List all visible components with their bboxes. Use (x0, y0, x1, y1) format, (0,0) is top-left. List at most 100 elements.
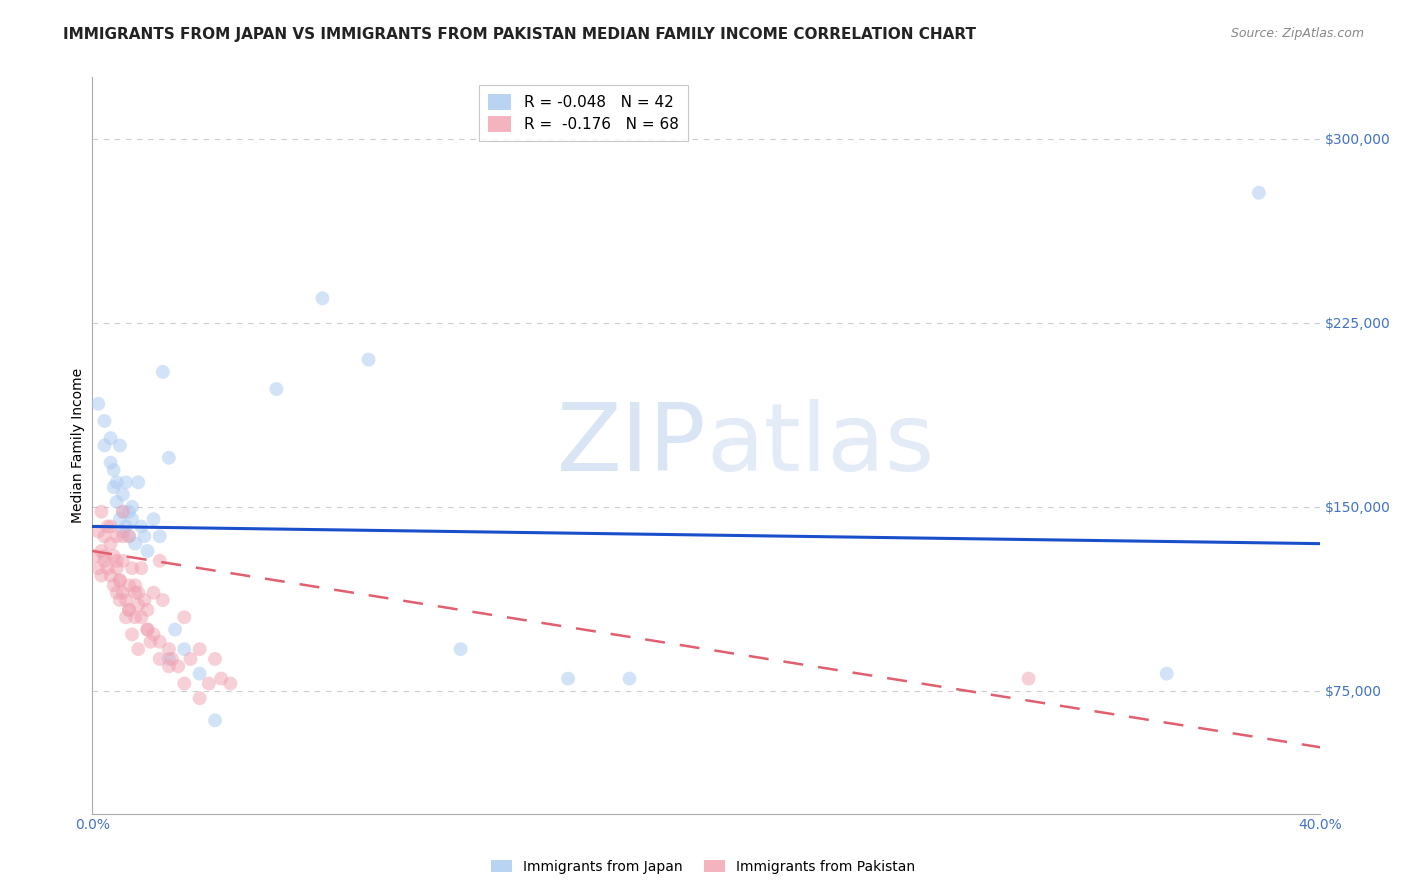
Point (93, 554, 115, 568)
Point (160, 652, 183, 666)
Point (115, 475, 138, 490)
Point (219, 676, 242, 690)
Point (108, 593, 131, 607)
Point (93, 529, 115, 543)
Point (450, 642, 472, 657)
Text: IMMIGRANTS FROM JAPAN VS IMMIGRANTS FROM PAKISTAN MEDIAN FAMILY INCOME CORRELATI: IMMIGRANTS FROM JAPAN VS IMMIGRANTS FROM… (63, 27, 976, 42)
Point (209, 672, 232, 686)
Legend: Immigrants from Japan, Immigrants from Pakistan: Immigrants from Japan, Immigrants from P… (484, 853, 922, 880)
Point (127, 598, 149, 612)
Point (179, 652, 201, 666)
Point (108, 512, 131, 526)
Point (266, 382, 288, 396)
Point (124, 578, 146, 592)
Point (108, 438, 131, 452)
Point (100, 431, 122, 445)
Point (118, 529, 141, 543)
Point (131, 519, 153, 533)
Point (124, 585, 146, 599)
Point (136, 544, 159, 558)
Point (131, 561, 153, 575)
Point (134, 593, 156, 607)
Point (105, 475, 128, 490)
Point (167, 659, 190, 673)
Point (157, 642, 180, 657)
Point (136, 623, 159, 637)
Point (100, 456, 122, 470)
Point (111, 585, 134, 599)
Point (96, 519, 118, 533)
Point (93, 438, 115, 452)
Point (87, 524, 110, 539)
Point (124, 536, 146, 550)
Point (139, 634, 162, 648)
Point (84, 549, 107, 563)
Point (111, 487, 134, 501)
Point (149, 634, 172, 648)
Point (111, 529, 134, 543)
Point (204, 714, 226, 728)
Text: Source: ZipAtlas.com: Source: ZipAtlas.com (1230, 27, 1364, 40)
Point (111, 554, 134, 568)
Point (131, 610, 153, 624)
Point (188, 691, 211, 706)
Point (157, 450, 180, 465)
Point (118, 603, 141, 617)
Point (121, 561, 143, 575)
Point (90, 568, 112, 582)
Point (118, 529, 141, 543)
Point (108, 574, 131, 588)
Point (173, 610, 195, 624)
Point (111, 524, 134, 539)
Point (121, 627, 143, 641)
Point (115, 610, 138, 624)
Point (173, 642, 195, 657)
Point (103, 480, 125, 494)
Point (157, 652, 180, 666)
Point (105, 585, 128, 599)
Point (124, 610, 146, 624)
Point (142, 627, 165, 641)
Point (204, 652, 226, 666)
Point (134, 529, 156, 543)
Point (127, 475, 149, 490)
Point (357, 352, 380, 367)
Point (136, 623, 159, 637)
Point (103, 463, 125, 477)
Point (1156, 666, 1178, 681)
Point (557, 672, 579, 686)
Point (105, 561, 128, 575)
Point (1018, 672, 1040, 686)
Point (619, 672, 641, 686)
Point (149, 554, 172, 568)
Point (142, 512, 165, 526)
Point (136, 603, 159, 617)
Point (173, 676, 195, 690)
Point (118, 603, 141, 617)
Point (157, 659, 180, 673)
Point (93, 414, 115, 428)
Point (111, 505, 134, 519)
Point (311, 291, 333, 305)
Point (118, 505, 141, 519)
Point (149, 529, 172, 543)
Point (100, 536, 122, 550)
Text: ZIP: ZIP (557, 400, 706, 491)
Point (108, 574, 131, 588)
Point (121, 500, 143, 514)
Point (115, 593, 138, 607)
Point (105, 554, 128, 568)
Point (142, 585, 165, 599)
Point (115, 519, 138, 533)
Point (105, 529, 128, 543)
Point (127, 642, 149, 657)
Point (96, 561, 118, 575)
Point (103, 578, 125, 592)
Point (118, 578, 141, 592)
Point (103, 549, 125, 563)
Point (188, 642, 211, 657)
Point (100, 519, 122, 533)
Point (1247, 186, 1270, 200)
Point (111, 505, 134, 519)
Text: atlas: atlas (706, 400, 935, 491)
